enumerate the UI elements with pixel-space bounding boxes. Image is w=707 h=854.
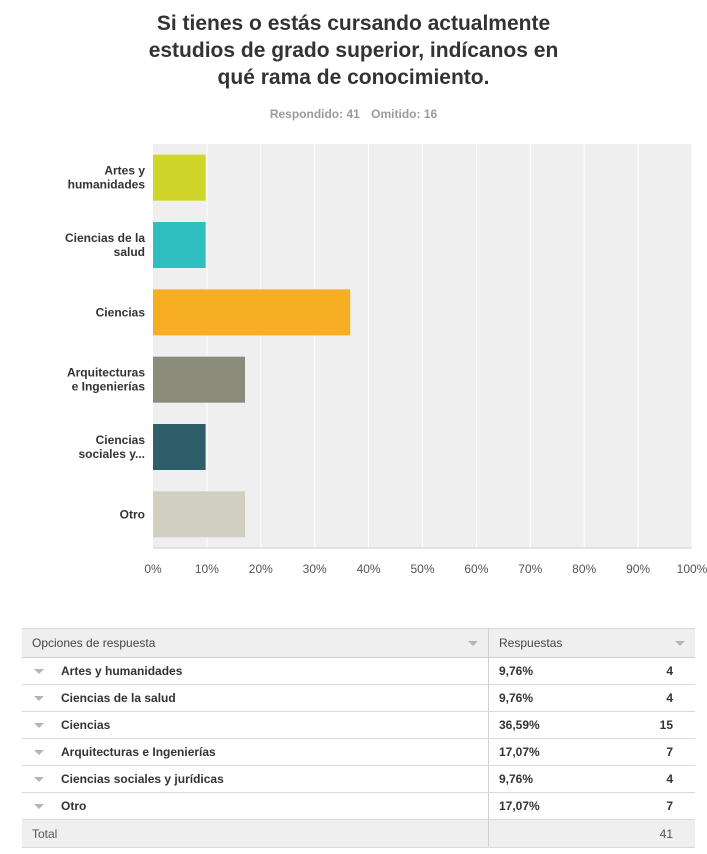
x-tick-label: 70%	[518, 562, 542, 576]
sort-arrow-icon[interactable]	[675, 640, 685, 646]
option-label: Ciencias	[61, 718, 111, 732]
header-options[interactable]: Opciones de respuesta	[22, 628, 489, 658]
table-row: Ciencias sociales y jurídicas 9,76% 4	[22, 765, 695, 793]
y-category-label: Otro	[120, 507, 145, 521]
option-count: 7	[666, 745, 673, 759]
option-count: 7	[666, 799, 673, 813]
option-label: Otro	[61, 799, 87, 813]
table-header-row: Opciones de respuesta Respuestas	[22, 628, 695, 658]
title-line-3: qué rama de conocimiento.	[217, 66, 490, 89]
x-tick-label: 20%	[249, 562, 273, 576]
total-value: 41	[659, 826, 673, 841]
table-row: Otro 17,07% 7	[22, 792, 695, 820]
response-stats: Respondido: 41 Omitido: 16	[0, 107, 707, 121]
header-options-label: Opciones de respuesta	[32, 636, 156, 650]
expand-arrow-icon[interactable]	[34, 776, 44, 782]
option-count: 15	[659, 718, 673, 732]
x-tick-label: 80%	[572, 562, 596, 576]
y-category-label: Ciencias sociales y...	[79, 433, 146, 461]
header-responses-label: Respuestas	[499, 636, 563, 650]
option-percent: 36,59%	[499, 718, 540, 732]
y-category-label: Artes y humanidades	[68, 164, 146, 192]
results-table: Opciones de respuesta Respuestas Artes y…	[22, 628, 695, 848]
option-percent: 9,76%	[499, 691, 534, 705]
table-row: Ciencias de la salud 9,76% 4	[22, 684, 695, 712]
title-line-1: Si tienes o estás cursando actualmente	[156, 12, 551, 35]
table-row: Ciencias 36,59% 15	[22, 711, 695, 739]
header-responses[interactable]: Respuestas	[488, 628, 695, 658]
option-label: Ciencias sociales y jurídicas	[61, 772, 224, 786]
total-row: Total 41	[22, 819, 695, 848]
y-category-label: Arquitecturas e Ingenierías	[67, 366, 145, 394]
option-label: Arquitecturas e Ingenierías	[61, 745, 216, 759]
x-tick-label: 100%	[677, 562, 707, 576]
x-tick-label: 30%	[303, 562, 327, 576]
total-label: Total	[32, 826, 58, 841]
answered-count: Respondido: 41	[269, 107, 360, 121]
expand-arrow-icon[interactable]	[34, 695, 44, 701]
sort-arrow-icon[interactable]	[468, 640, 478, 646]
table-row: Arquitecturas e Ingenierías 17,07% 7	[22, 738, 695, 766]
x-tick-label: 40%	[357, 562, 381, 576]
skipped-count: Omitido: 16	[371, 107, 438, 121]
bar	[153, 154, 206, 201]
question-title: Si tienes o estás cursando actualmente e…	[0, 10, 707, 91]
option-count: 4	[666, 664, 673, 678]
y-category-label: Ciencias	[96, 305, 146, 319]
expand-arrow-icon[interactable]	[34, 722, 44, 728]
bar-chart: 0% 10% 20% 30% 40% 50% 60% 70% 80% 90% 100% Artes y…	[65, 144, 707, 576]
x-tick-label: 0%	[144, 562, 162, 576]
option-label: Ciencias de la salud	[61, 691, 176, 705]
option-percent: 9,76%	[499, 664, 534, 678]
option-percent: 17,07%	[499, 799, 540, 813]
x-tick-label: 50%	[410, 562, 434, 576]
bar	[153, 491, 246, 538]
bar	[153, 356, 246, 403]
title-line-2: estudios de grado superior, indícanos en	[148, 39, 559, 62]
option-percent: 17,07%	[499, 745, 540, 759]
option-label: Artes y humanidades	[61, 664, 183, 678]
bar	[153, 222, 206, 268]
bar	[153, 289, 351, 336]
expand-arrow-icon[interactable]	[34, 668, 44, 674]
bar	[153, 424, 206, 470]
x-tick-label: 10%	[195, 562, 219, 576]
option-count: 4	[666, 772, 673, 786]
option-count: 4	[666, 691, 673, 705]
option-percent: 9,76%	[499, 772, 534, 786]
y-category-label: Ciencias de la salud	[65, 231, 145, 259]
x-tick-label: 60%	[464, 562, 488, 576]
expand-arrow-icon[interactable]	[34, 749, 44, 755]
expand-arrow-icon[interactable]	[34, 803, 44, 809]
x-tick-label: 90%	[626, 562, 650, 576]
table-row: Artes y humanidades 9,76% 4	[22, 657, 695, 685]
